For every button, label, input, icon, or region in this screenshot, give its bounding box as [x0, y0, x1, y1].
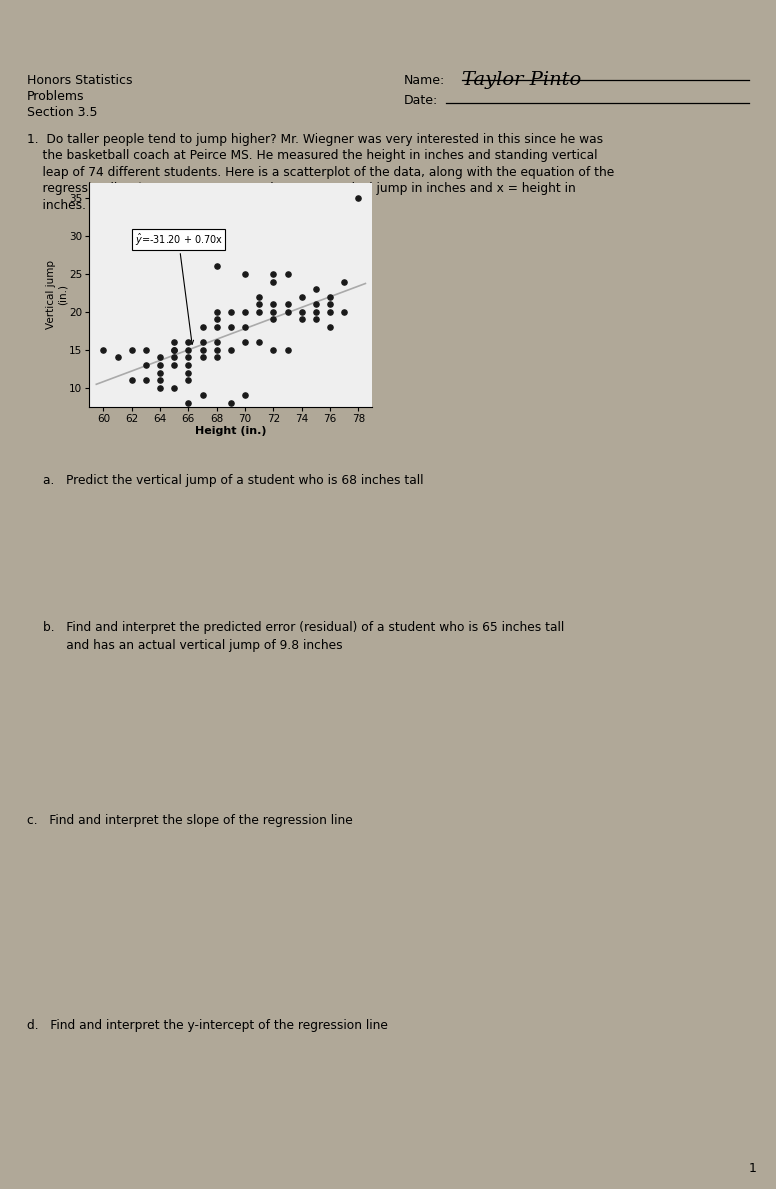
- Text: Date:: Date:: [404, 94, 438, 107]
- Point: [225, 302, 237, 321]
- Text: Name:: Name:: [404, 74, 445, 87]
- Point: [267, 310, 279, 329]
- Point: [282, 264, 294, 283]
- Point: [196, 340, 209, 359]
- Point: [239, 264, 251, 283]
- Text: c.   Find and interpret the slope of the regression line: c. Find and interpret the slope of the r…: [27, 814, 353, 828]
- Point: [324, 288, 336, 307]
- Text: and has an actual vertical jump of 9.8 inches: and has an actual vertical jump of 9.8 i…: [43, 638, 342, 652]
- Point: [282, 302, 294, 321]
- Point: [210, 310, 223, 329]
- Point: [112, 348, 124, 367]
- Point: [140, 356, 152, 375]
- Point: [338, 302, 351, 321]
- Point: [154, 363, 166, 382]
- Point: [126, 340, 138, 359]
- Point: [168, 378, 181, 397]
- Point: [168, 333, 181, 352]
- Text: $\hat{y}$=-31.20 + 0.70x: $\hat{y}$=-31.20 + 0.70x: [134, 232, 223, 345]
- Point: [168, 340, 181, 359]
- Point: [154, 356, 166, 375]
- Point: [239, 317, 251, 336]
- Point: [210, 302, 223, 321]
- Text: Honors Statistics: Honors Statistics: [27, 74, 133, 87]
- Point: [182, 348, 195, 367]
- Point: [97, 340, 109, 359]
- Point: [168, 348, 181, 367]
- Text: d.   Find and interpret the y-intercept of the regression line: d. Find and interpret the y-intercept of…: [27, 1019, 388, 1032]
- Text: regression line ŷ = 31.20 + 0.70x , where y = vertical jump in inches and x = he: regression line ŷ = 31.20 + 0.70x , wher…: [27, 182, 576, 195]
- Point: [296, 302, 308, 321]
- Point: [296, 310, 308, 329]
- Point: [267, 295, 279, 314]
- Point: [225, 394, 237, 413]
- Point: [310, 279, 322, 298]
- Point: [196, 385, 209, 404]
- Text: b.   Find and interpret the predicted error (residual) of a student who is 65 in: b. Find and interpret the predicted erro…: [43, 622, 564, 634]
- Point: [196, 333, 209, 352]
- Point: [225, 340, 237, 359]
- Point: [324, 295, 336, 314]
- Point: [182, 356, 195, 375]
- Text: inches.: inches.: [27, 199, 86, 212]
- Point: [154, 348, 166, 367]
- Text: a.   Predict the vertical jump of a student who is 68 inches tall: a. Predict the vertical jump of a studen…: [43, 473, 423, 486]
- Point: [210, 257, 223, 276]
- Text: Taylor Pinto: Taylor Pinto: [462, 70, 581, 88]
- Point: [210, 340, 223, 359]
- Point: [310, 295, 322, 314]
- Point: [196, 317, 209, 336]
- Point: [338, 272, 351, 291]
- Point: [296, 288, 308, 307]
- Point: [310, 310, 322, 329]
- Point: [182, 363, 195, 382]
- Point: [182, 340, 195, 359]
- Point: [210, 317, 223, 336]
- Point: [239, 302, 251, 321]
- Text: leap of 74 different students. Here is a scatterplot of the data, along with the: leap of 74 different students. Here is a…: [27, 166, 615, 178]
- Point: [154, 378, 166, 397]
- Point: [324, 317, 336, 336]
- Point: [253, 288, 265, 307]
- Point: [282, 295, 294, 314]
- Point: [352, 189, 365, 208]
- Point: [310, 302, 322, 321]
- Point: [253, 295, 265, 314]
- Text: Section 3.5: Section 3.5: [27, 106, 98, 119]
- Point: [182, 394, 195, 413]
- Point: [168, 340, 181, 359]
- Y-axis label: Vertical jump
(in.): Vertical jump (in.): [46, 260, 68, 329]
- Point: [210, 333, 223, 352]
- Text: Problems: Problems: [27, 90, 85, 102]
- Point: [253, 333, 265, 352]
- Point: [210, 348, 223, 367]
- Point: [239, 385, 251, 404]
- Point: [140, 371, 152, 390]
- Text: the basketball coach at Peirce MS. He measured the height in inches and standing: the basketball coach at Peirce MS. He me…: [27, 150, 598, 163]
- Point: [267, 302, 279, 321]
- Point: [225, 317, 237, 336]
- Point: [267, 264, 279, 283]
- Point: [282, 340, 294, 359]
- Point: [253, 302, 265, 321]
- Point: [126, 371, 138, 390]
- Text: 1.  Do taller people tend to jump higher? Mr. Wiegner was very interested in thi: 1. Do taller people tend to jump higher?…: [27, 133, 603, 146]
- Point: [168, 356, 181, 375]
- Point: [140, 340, 152, 359]
- Text: 1: 1: [749, 1163, 757, 1176]
- Point: [154, 371, 166, 390]
- Point: [239, 333, 251, 352]
- Point: [267, 340, 279, 359]
- Point: [182, 333, 195, 352]
- X-axis label: Height (in.): Height (in.): [195, 427, 267, 436]
- Point: [182, 371, 195, 390]
- Point: [196, 348, 209, 367]
- Point: [324, 302, 336, 321]
- Point: [267, 272, 279, 291]
